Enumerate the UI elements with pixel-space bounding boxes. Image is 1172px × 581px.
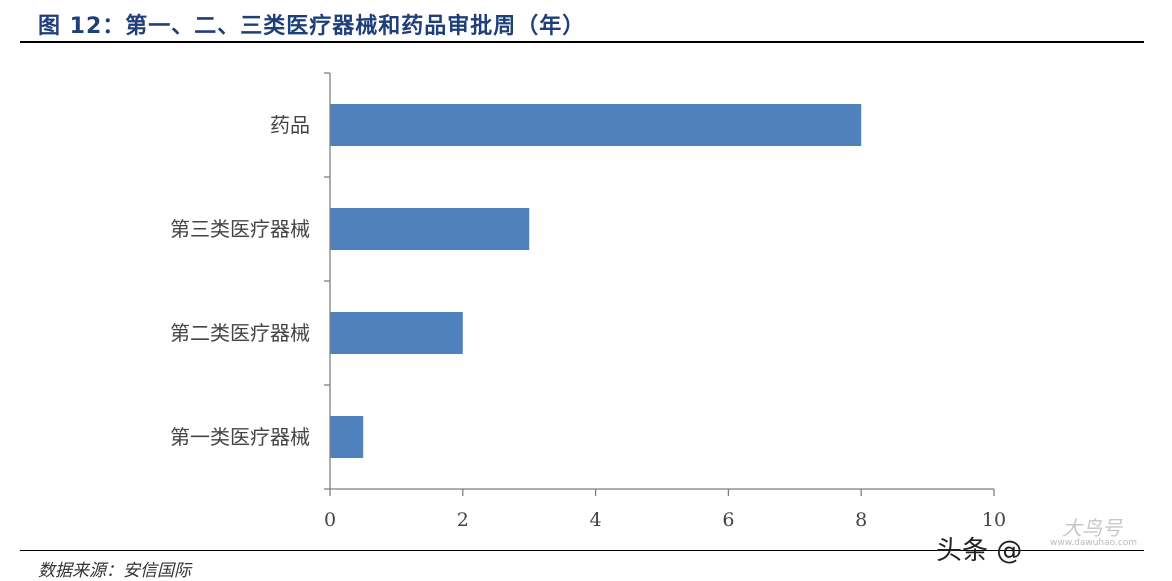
x-tick-label-5: 10 xyxy=(982,509,1006,531)
watermark-text: 头条 @ xyxy=(936,536,1023,566)
bar-0 xyxy=(330,104,862,146)
category-label-1: 第三类医疗器械 xyxy=(170,217,310,241)
category-label-2: 第二类医疗器械 xyxy=(170,321,310,345)
source-note: 数据来源：安信国际 xyxy=(38,561,191,581)
x-tick-label-3: 6 xyxy=(722,509,734,531)
x-tick-label-1: 2 xyxy=(457,509,469,531)
category-label-0: 药品 xyxy=(270,113,310,137)
bar-3 xyxy=(330,416,364,458)
source-rule xyxy=(20,550,1144,551)
x-tick-label-4: 8 xyxy=(855,509,867,531)
watermark-url: www.dawuhao.com xyxy=(1050,538,1138,548)
x-tick-label-2: 4 xyxy=(590,509,602,531)
title-rule xyxy=(20,41,1144,43)
bar-2 xyxy=(330,312,463,354)
watermark-logo: 大鸟号 xyxy=(1062,516,1122,540)
chart-title: 图 12：第一、二、三类医疗器械和药品审批周（年） xyxy=(38,14,586,39)
x-tick-label-0: 0 xyxy=(324,509,336,531)
category-label-3: 第一类医疗器械 xyxy=(170,425,310,449)
bar-1 xyxy=(330,208,530,250)
